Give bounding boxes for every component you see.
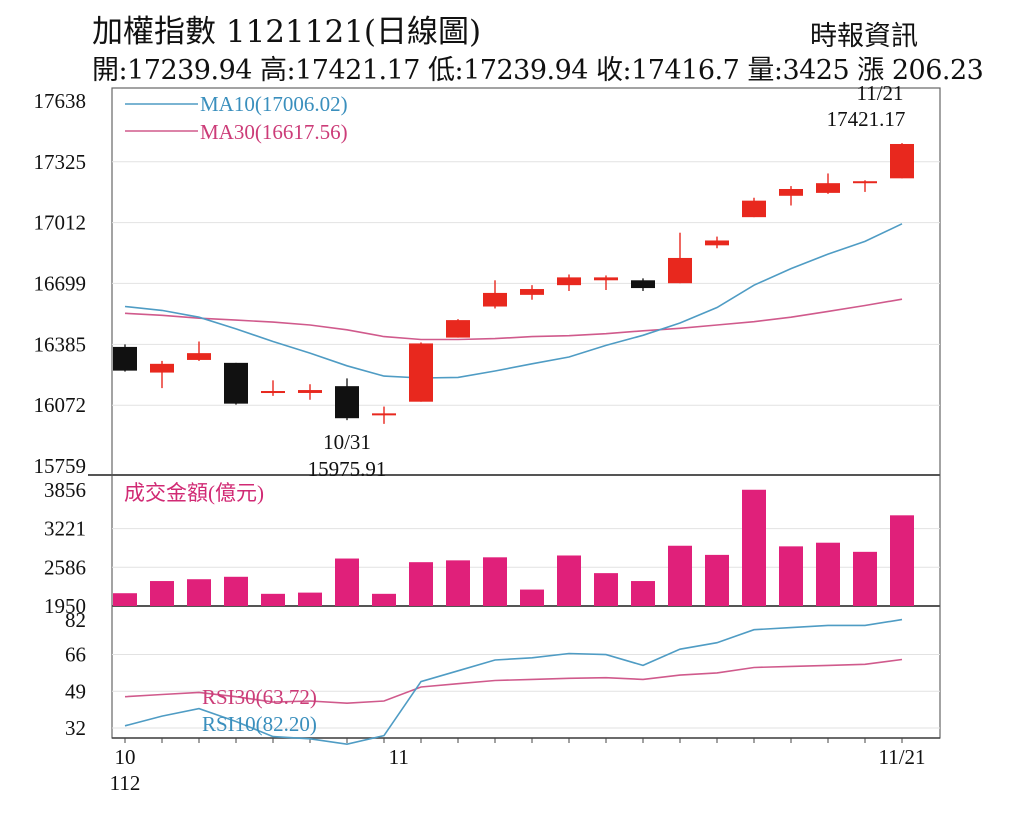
x-tick-sublabel: 112: [110, 771, 141, 795]
y-tick-label: 3856: [44, 478, 86, 502]
candle-body: [705, 240, 729, 246]
candle-body: [298, 390, 322, 393]
rsi30-line: [124, 658, 903, 705]
volume-bar: [705, 554, 729, 606]
y-tick-label: 16072: [34, 393, 87, 417]
ohlc-stats: 開:17239.94 高:17421.17 低:17239.94 收:17416…: [92, 55, 984, 86]
candle-body: [853, 181, 877, 184]
y-tick-label: 49: [65, 679, 86, 703]
legend-rsi10: RSI10(82.20): [202, 712, 317, 736]
legend-rsi30: RSI30(63.72): [202, 685, 317, 709]
annotation-value: 17421.17: [827, 107, 906, 131]
candle-body: [557, 277, 581, 286]
y-tick-label: 82: [65, 608, 86, 632]
plot-frame: [111, 87, 941, 739]
candle-body: [261, 391, 285, 394]
candle-body: [335, 386, 359, 419]
volume-bar: [409, 562, 433, 606]
volume-bar: [335, 558, 359, 606]
annotation-date: 11/21: [856, 81, 903, 105]
volume-bar: [224, 576, 248, 606]
candle-body: [409, 343, 433, 402]
volume-bar: [483, 557, 507, 606]
candle-body: [779, 188, 803, 196]
candle-body: [890, 143, 914, 179]
candle-body: [187, 353, 211, 360]
y-tick-label: 17012: [34, 211, 87, 235]
volume-bar: [816, 542, 840, 606]
y-tick-label: 2586: [44, 555, 86, 579]
volume-bar: [779, 546, 803, 606]
candle-body: [483, 292, 507, 307]
y-tick-label: 66: [65, 643, 86, 667]
y-tick-label: 16385: [34, 332, 87, 356]
volume-bar: [594, 573, 618, 606]
volume-bar: [298, 592, 322, 606]
volume-bar: [187, 579, 211, 606]
y-tick-label: 1950: [44, 594, 86, 618]
volume-bar: [557, 555, 581, 606]
y-tick-label: 15759: [34, 454, 87, 478]
x-tick-label: 11: [389, 745, 409, 769]
annotation-date: 10/31: [323, 430, 371, 454]
candle-body: [113, 346, 137, 371]
volume-bar: [890, 515, 914, 606]
volume-bar: [520, 589, 544, 606]
candle-body: [446, 320, 470, 338]
volume-bar: [150, 581, 174, 606]
candle-body: [668, 257, 692, 284]
volume-title: 成交金額(億元): [124, 481, 264, 505]
legend-ma10: MA10(17006.02): [200, 92, 348, 116]
volume-bar: [372, 593, 396, 606]
rsi10-line: [124, 618, 903, 746]
x-tick-label: 11/21: [878, 745, 925, 769]
candle-body: [742, 200, 766, 218]
candle-body: [631, 280, 655, 289]
chart-title: 加權指數 1121121(日線圖): [92, 14, 482, 50]
volume-bar: [631, 581, 655, 606]
volume-bar: [113, 593, 137, 606]
x-tick-label: 10: [115, 745, 136, 769]
y-tick-label: 32: [65, 716, 86, 740]
y-tick-label: 16699: [34, 271, 87, 295]
volume-bar: [668, 545, 692, 606]
y-tick-label: 17638: [34, 89, 87, 113]
candle-body: [816, 183, 840, 193]
legend-ma30: MA30(16617.56): [200, 120, 348, 144]
candle-body: [372, 413, 396, 416]
candle-body: [224, 362, 248, 404]
candle-body: [594, 277, 618, 281]
volume-bar: [446, 560, 470, 606]
volume-bar: [853, 551, 877, 606]
ma30-line: [124, 298, 903, 341]
ma10-line: [124, 223, 903, 379]
volume-bar: [742, 489, 766, 606]
candle-body: [150, 363, 174, 373]
annotation-value: 15975.91: [308, 457, 387, 481]
candle-body: [520, 289, 544, 295]
y-tick-label: 3221: [44, 517, 86, 541]
source-label: 時報資訊: [810, 21, 918, 52]
y-tick-label: 17325: [34, 150, 87, 174]
volume-bar: [261, 593, 285, 606]
